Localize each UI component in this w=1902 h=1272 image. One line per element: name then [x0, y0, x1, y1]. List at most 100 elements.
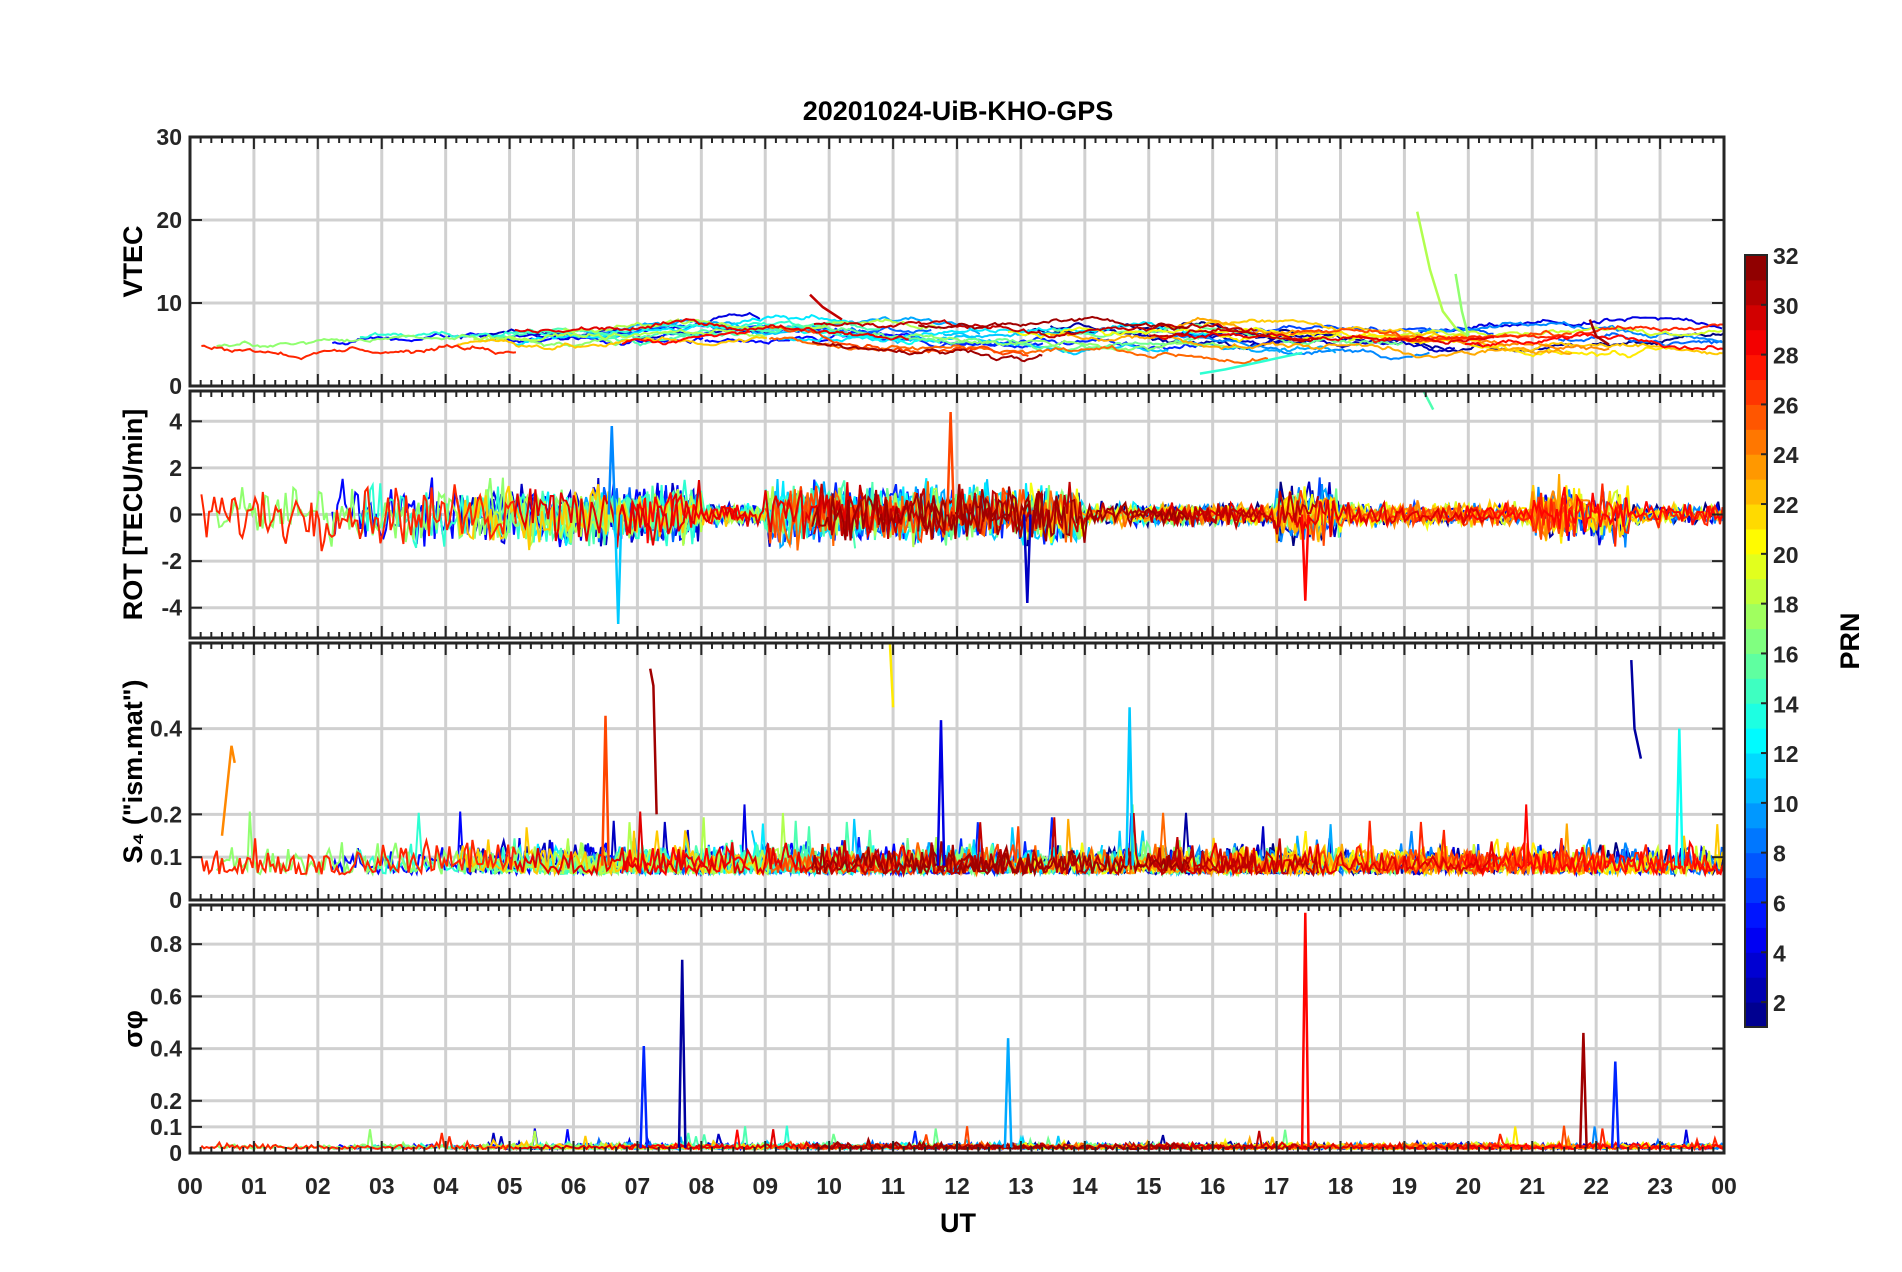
- series-prn-30-2: [809, 293, 843, 321]
- colorbar-swatch: [1745, 728, 1767, 754]
- series-prn-31-1: [648, 668, 658, 815]
- colorbar-swatch: [1745, 653, 1767, 679]
- series-prn-6-5: [1610, 1061, 1620, 1148]
- xtick-label: 09: [752, 1173, 778, 1199]
- x-axis: 00 01 02 03 04 05 06 07 08 09 10 11 12 13 14 15 16 17 18 19…: [177, 1173, 1737, 1199]
- colorbar-swatch: [1745, 678, 1767, 704]
- colorbar-swatch: [1745, 404, 1767, 430]
- xtick-label: 00: [177, 1173, 203, 1199]
- xtick-label: 11: [881, 1173, 906, 1199]
- y-axis-label: ROT [TECU/min]: [118, 409, 148, 620]
- ytick-label: 0.8: [150, 931, 182, 957]
- series-prn-2-6: [1630, 660, 1643, 759]
- ytick-label: 20: [156, 207, 182, 233]
- ytick-label: 2: [169, 455, 182, 481]
- series-prn-14-4: [1199, 351, 1303, 375]
- colorbar-swatch: [1745, 877, 1767, 903]
- ytick-label: 0.4: [150, 1036, 182, 1062]
- colorbar-tick-label: 32: [1773, 243, 1799, 269]
- colorbar-swatch: [1745, 553, 1767, 580]
- colorbar-swatch: [1745, 354, 1767, 381]
- colorbar-tick-label: 26: [1773, 392, 1799, 418]
- xtick-label: 21: [1519, 1173, 1545, 1199]
- colorbar-tick-label: 18: [1773, 592, 1799, 618]
- xtick-label: 17: [1264, 1173, 1290, 1199]
- colorbar-swatch: [1745, 952, 1767, 978]
- ytick-label: 0.4: [150, 716, 182, 742]
- colorbar-tick-label: 22: [1773, 492, 1799, 518]
- colorbar-swatch: [1745, 504, 1767, 530]
- colorbar-swatch: [1745, 902, 1767, 928]
- series-prn-18-0: [1415, 211, 1469, 338]
- colorbar-label: PRN: [1835, 612, 1865, 669]
- colorbar-swatch: [1745, 578, 1767, 605]
- colorbar-swatch: [1745, 603, 1767, 630]
- panel-1: 0 10 20 30 VTEC: [118, 124, 1726, 399]
- series-prn-3-4: [1022, 514, 1032, 604]
- series-prn-24-0: [220, 745, 236, 836]
- ytick-label: 0.6: [150, 983, 182, 1009]
- xtick-label: 05: [497, 1173, 523, 1199]
- colorbar-swatch: [1745, 528, 1767, 555]
- colorbar-swatch: [1745, 479, 1767, 505]
- colorbar-swatch: [1745, 429, 1767, 455]
- series-prn-31-3: [1588, 319, 1610, 346]
- series-prn-2-1: [677, 959, 687, 1148]
- series-prn-11-5: [1125, 707, 1135, 866]
- figure-title: 20201024-UiB-KHO-GPS: [803, 96, 1114, 126]
- xtick-label: 20: [1456, 1173, 1482, 1199]
- colorbar-tick-label: 4: [1773, 940, 1786, 966]
- series-prn-9-2: [607, 425, 617, 515]
- series-prn-6-4: [639, 1045, 649, 1148]
- ytick-label: 10: [156, 290, 182, 316]
- series-prn-28-0: [1300, 912, 1310, 1148]
- xtick-label: 16: [1200, 1173, 1226, 1199]
- colorbar-swatch: [1745, 329, 1767, 356]
- xtick-label: 19: [1392, 1173, 1418, 1199]
- series-prn-21-3: [888, 643, 895, 708]
- panel-3: 0 0.1 0.2 0.4S₄ ("ism.mat"): [118, 641, 1726, 913]
- colorbar-tick-label: 12: [1773, 741, 1799, 767]
- ytick-label: 0.2: [150, 801, 182, 827]
- xtick-label: 00: [1711, 1173, 1737, 1199]
- xtick-label: 12: [944, 1173, 970, 1199]
- xtick-label: 23: [1647, 1173, 1673, 1199]
- series-prn-26-1: [946, 411, 956, 515]
- x-axis-label: UT: [940, 1208, 976, 1238]
- series-prn-10-3: [1003, 1038, 1013, 1148]
- xtick-label: 07: [625, 1173, 651, 1199]
- colorbar-tick-label: 6: [1773, 890, 1786, 916]
- colorbar-swatch: [1745, 852, 1767, 879]
- xtick-label: 22: [1583, 1173, 1609, 1199]
- xtick-label: 02: [305, 1173, 331, 1199]
- colorbar-swatch: [1745, 777, 1767, 804]
- ytick-label: -4: [162, 595, 183, 621]
- colorbar-tick-label: 16: [1773, 641, 1799, 667]
- colorbar-swatch: [1745, 304, 1767, 331]
- ytick-label: 0: [169, 502, 182, 528]
- series-prn-4-4: [936, 720, 946, 866]
- y-axis-label: S₄ ("ism.mat"): [118, 679, 148, 863]
- colorbar-swatch: [1745, 628, 1767, 654]
- ytick-label: 0.1: [150, 1114, 182, 1140]
- series-prn-13-7: [1674, 728, 1684, 866]
- colorbar-tick-label: 28: [1773, 343, 1799, 369]
- xtick-label: 13: [1008, 1173, 1034, 1199]
- colorbar-swatch: [1745, 802, 1767, 829]
- colorbar-tick-label: 20: [1773, 542, 1799, 568]
- colorbar-tick-label: 8: [1773, 841, 1786, 867]
- colorbar-swatch: [1745, 379, 1767, 405]
- colorbar-tick-label: 10: [1773, 791, 1799, 817]
- xtick-label: 01: [241, 1173, 267, 1199]
- colorbar-tick-label: 14: [1773, 691, 1799, 717]
- panel-2: -4 -2 0 2 4 ROT [TECU/min]: [118, 389, 1726, 640]
- colorbar-swatch: [1745, 454, 1767, 480]
- series-prn-28-5: [1300, 514, 1310, 601]
- colorbar-swatch: [1745, 255, 1767, 281]
- y-axis-label: σφ: [118, 1010, 148, 1048]
- xtick-label: 15: [1136, 1173, 1162, 1199]
- series-prn-17-1: [1454, 273, 1470, 337]
- xtick-label: 03: [369, 1173, 395, 1199]
